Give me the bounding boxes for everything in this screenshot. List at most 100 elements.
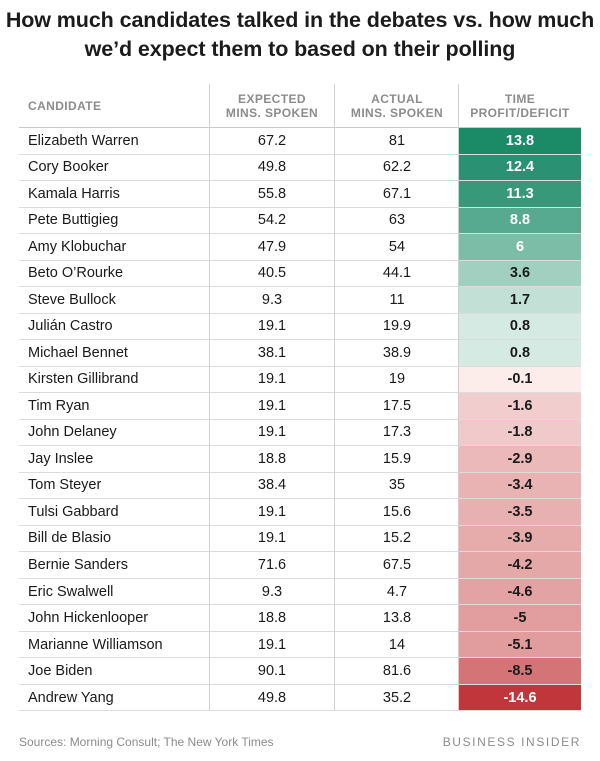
- actual-minutes: 62.2: [382, 159, 412, 176]
- table-row: Joe Biden 90.1 81.6 -8.5: [19, 658, 581, 685]
- table-row: Michael Bennet 38.1 38.9 0.8: [19, 340, 581, 367]
- chart-title: How much candidates talked in the debate…: [5, 8, 595, 61]
- table-row: Cory Booker 49.8 62.2 12.4: [19, 154, 581, 182]
- profit-deficit-cell: -0.1: [459, 366, 581, 393]
- data-table: CANDIDATE EXPECTED MINS. SPOKEN ACTUAL M…: [19, 84, 581, 712]
- actual-minutes: 67.5: [382, 557, 412, 573]
- candidate-name: Andrew Yang: [28, 689, 114, 706]
- candidate-name: Marianne Williamson: [28, 636, 163, 653]
- table-row: Tom Steyer 38.4 35 -3.4: [19, 472, 581, 500]
- candidate-name: Steve Bullock: [28, 291, 116, 308]
- expected-minutes: 55.8: [257, 185, 287, 202]
- actual-minutes: 15.6: [382, 503, 412, 520]
- table-row: Eric Swalwell 9.3 4.7 -4.6: [19, 578, 581, 606]
- actual-minutes: 14: [388, 636, 406, 653]
- actual-minutes: 19: [388, 371, 406, 388]
- actual-minutes: 17.3: [382, 424, 412, 441]
- actual-minutes: 54: [388, 238, 406, 255]
- header-actual-line2: MINS. SPOKEN: [350, 105, 444, 120]
- expected-minutes: 19.1: [257, 371, 287, 388]
- header-actual: ACTUAL MINS. SPOKEN: [337, 84, 457, 127]
- actual-minutes: 15.2: [382, 530, 412, 547]
- profit-deficit-cell: -2.9: [459, 446, 581, 472]
- table-row: Steve Bullock 9.3 11 1.7: [19, 287, 581, 314]
- header-candidate: CANDIDATE: [28, 84, 208, 127]
- table-row: Tulsi Gabbard 19.1 15.6 -3.5: [19, 499, 581, 526]
- actual-minutes: 35.2: [382, 689, 412, 706]
- expected-minutes: 67.2: [257, 132, 287, 149]
- expected-minutes: 71.6: [257, 557, 287, 573]
- table-row: Bernie Sanders 71.6 67.5 -4.2: [19, 552, 581, 579]
- header-expected-line2: MINS. SPOKEN: [225, 105, 319, 120]
- expected-minutes: 19.1: [257, 530, 287, 547]
- candidate-name: Beto O’Rourke: [28, 265, 124, 282]
- header-actual-line1: ACTUAL: [371, 91, 423, 106]
- actual-minutes: 11: [389, 291, 405, 308]
- expected-minutes: 38.4: [257, 477, 287, 494]
- header-diff-line1: TIME: [504, 91, 536, 106]
- expected-minutes: 19.1: [257, 636, 287, 653]
- candidate-name: Elizabeth Warren: [28, 132, 139, 149]
- expected-minutes: 19.1: [257, 397, 287, 414]
- profit-deficit-cell: 12.4: [459, 154, 581, 181]
- actual-minutes: 13.8: [382, 610, 412, 627]
- expected-minutes: 54.2: [257, 212, 287, 229]
- profit-deficit-cell: -8.5: [459, 658, 581, 684]
- profit-deficit-cell: -4.2: [459, 552, 581, 578]
- candidate-name: Pete Buttigieg: [28, 212, 119, 229]
- expected-minutes: 19.1: [257, 424, 287, 441]
- brand-logo-text: BUSINESS INSIDER: [442, 735, 581, 749]
- expected-minutes: 49.8: [257, 689, 287, 706]
- actual-minutes: 35: [388, 477, 406, 494]
- table-row: Andrew Yang 49.8 35.2 -14.6: [19, 684, 581, 712]
- candidate-name: Bill de Blasio: [28, 530, 112, 547]
- expected-minutes: 9.3: [261, 583, 283, 600]
- profit-deficit-cell: -3.9: [459, 525, 581, 552]
- header-diff: TIME PROFIT/DEFICIT: [459, 84, 581, 127]
- actual-minutes: 4.7: [386, 583, 408, 600]
- profit-deficit-cell: -1.8: [459, 419, 581, 446]
- profit-deficit-cell: -5: [459, 605, 581, 631]
- table-row: Marianne Williamson 19.1 14 -5.1: [19, 631, 581, 659]
- table-row: Julián Castro 19.1 19.9 0.8: [19, 313, 581, 341]
- profit-deficit-cell: -3.4: [459, 472, 581, 499]
- profit-deficit-cell: 8.8: [459, 207, 581, 234]
- profit-deficit-cell: -14.6: [459, 684, 581, 711]
- column-divider: [334, 84, 335, 711]
- candidate-name: Amy Klobuchar: [28, 238, 127, 255]
- expected-minutes: 18.8: [257, 610, 287, 627]
- candidate-name: John Hickenlooper: [28, 610, 149, 627]
- header-candidate-label: CANDIDATE: [28, 98, 102, 113]
- actual-minutes: 44.1: [382, 265, 412, 282]
- expected-minutes: 49.8: [257, 159, 287, 176]
- candidate-name: Jay Inslee: [28, 450, 94, 467]
- candidate-name: Tulsi Gabbard: [28, 503, 119, 520]
- table-row: John Hickenlooper 18.8 13.8 -5: [19, 605, 581, 632]
- profit-deficit-cell: 11.3: [459, 181, 581, 207]
- candidate-name: Joe Biden: [28, 663, 93, 680]
- actual-minutes: 63: [388, 212, 406, 229]
- profit-deficit-cell: 1.7: [459, 287, 581, 313]
- table-row: John Delaney 19.1 17.3 -1.8: [19, 419, 581, 447]
- table-row: Tim Ryan 19.1 17.5 -1.6: [19, 393, 581, 420]
- candidate-name: John Delaney: [28, 424, 117, 441]
- table-body: Elizabeth Warren 67.2 81 13.8 Cory Booker 49.…: [19, 128, 581, 712]
- candidate-name: Tom Steyer: [28, 477, 102, 494]
- expected-minutes: 9.3: [261, 291, 283, 308]
- profit-deficit-cell: 0.8: [459, 340, 581, 366]
- actual-minutes: 17.5: [382, 397, 412, 414]
- expected-minutes: 18.8: [257, 450, 287, 467]
- expected-minutes: 47.9: [257, 238, 287, 255]
- candidate-name: Eric Swalwell: [28, 583, 114, 600]
- candidate-name: Kamala Harris: [28, 185, 120, 202]
- source-note: Sources: Morning Consult; The New York T…: [19, 735, 274, 749]
- actual-minutes: 67.1: [382, 185, 412, 202]
- table-row: Pete Buttigieg 54.2 63 8.8: [19, 207, 581, 235]
- actual-minutes: 81: [388, 132, 406, 149]
- profit-deficit-cell: -5.1: [459, 631, 581, 658]
- expected-minutes: 19.1: [257, 318, 287, 335]
- actual-minutes: 15.9: [382, 450, 412, 467]
- column-divider: [209, 84, 210, 711]
- profit-deficit-cell: 3.6: [459, 260, 581, 287]
